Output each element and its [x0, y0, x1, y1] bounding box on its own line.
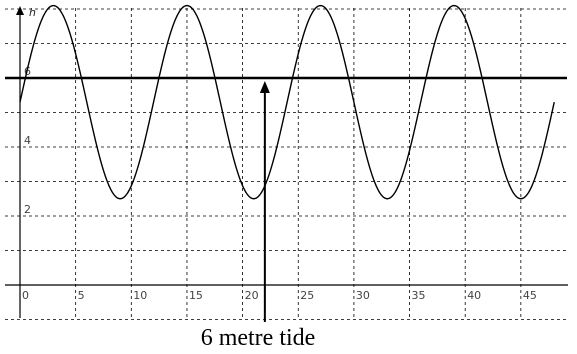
- x-tick-label: 10: [133, 289, 147, 302]
- x-tick-label: 35: [412, 289, 426, 302]
- x-tick-label: 15: [189, 289, 203, 302]
- x-tick-label: 0: [22, 289, 29, 302]
- x-tick-label: 45: [523, 289, 537, 302]
- y-axis-label: h: [29, 6, 36, 19]
- grid: [5, 8, 568, 320]
- annotation-arrow-head: [259, 81, 270, 93]
- y-tick-label: 4: [24, 134, 31, 147]
- x-tick-label: 30: [356, 289, 370, 302]
- x-tick-label: 40: [467, 289, 481, 302]
- y-tick-label: 2: [24, 203, 31, 216]
- x-tick-label: 25: [300, 289, 314, 302]
- tide-curve: [19, 4, 555, 200]
- x-tick-label: 5: [78, 289, 85, 302]
- x-tick-label: 20: [245, 289, 259, 302]
- axes: [5, 6, 568, 318]
- y-axis-arrow-head: [16, 6, 24, 15]
- annotation-label: 6 metre tide: [201, 325, 316, 351]
